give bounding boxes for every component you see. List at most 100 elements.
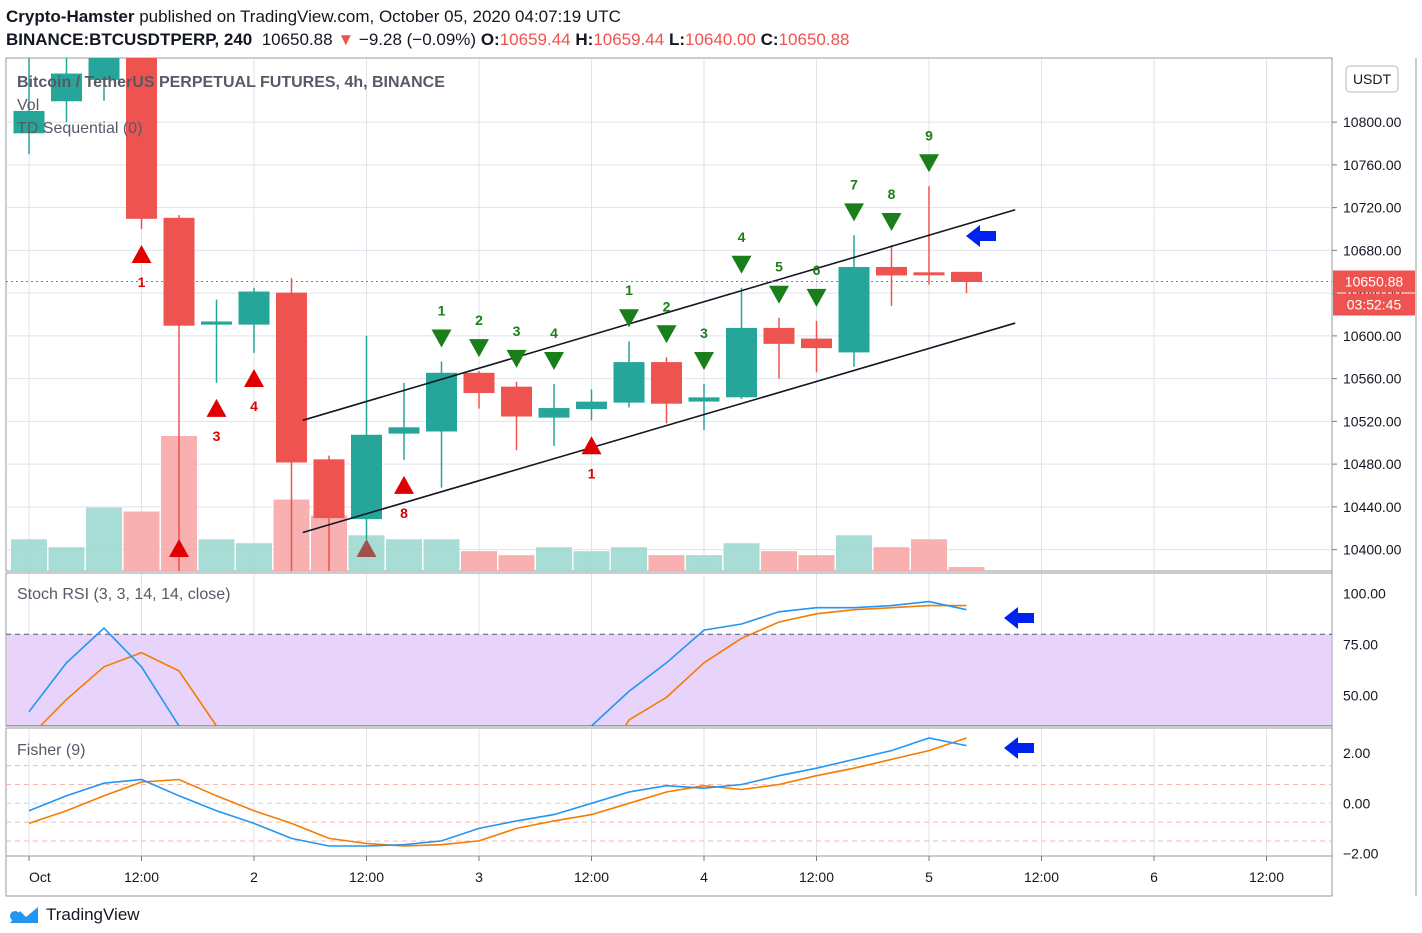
time-axis-label: 12:00 <box>799 869 834 885</box>
candle-body-down <box>163 217 195 326</box>
td-count-label: 8 <box>400 505 408 521</box>
candle-body-up <box>13 110 45 134</box>
candle-body-down <box>876 266 907 276</box>
td-count-label: 1 <box>438 303 446 319</box>
td-count-label: 7 <box>850 176 858 192</box>
symbol-label[interactable]: BINANCE:BTCUSDTPERP, 240 <box>6 30 253 49</box>
candle-body-up <box>576 401 607 410</box>
last-price-value: 10650.88 <box>1345 273 1404 289</box>
high-value: 10659.44 <box>593 30 665 49</box>
down-triangle-icon: ▼ <box>337 30 355 49</box>
legend-item: Vol <box>17 97 39 114</box>
td-count-label: 1 <box>625 282 633 298</box>
stoch-rsi-axis-label: 75.00 <box>1343 636 1378 652</box>
td-buy-triangle-icon <box>244 368 264 387</box>
td-sell-triangle-icon <box>544 351 564 370</box>
volume-bar <box>836 535 872 571</box>
stoch-annotation-arrow-icon <box>1004 607 1034 629</box>
td-count-label: 4 <box>250 398 258 414</box>
candle-body-up <box>238 291 270 325</box>
volume-bar <box>11 539 47 571</box>
close-label: C: <box>760 30 779 49</box>
currency-label: USDT <box>1353 71 1392 87</box>
volume-bar <box>611 547 647 571</box>
main-pane <box>5 57 1333 572</box>
price-axis-label: 10480.00 <box>1343 456 1402 472</box>
volume-bar <box>198 539 235 571</box>
volume-bar <box>386 539 422 571</box>
volume-bar <box>498 555 535 571</box>
high-label: H: <box>575 30 594 49</box>
fisher-axis-label: −2.00 <box>1343 845 1379 861</box>
time-axis-label: 2 <box>250 869 258 885</box>
price-axis-label: 10680.00 <box>1343 242 1402 258</box>
candle-body-up <box>201 321 232 325</box>
stoch-rsi-k-line <box>28 600 967 726</box>
td-count-label: 6 <box>813 262 821 278</box>
volume-bar <box>798 555 835 571</box>
chart-canvas[interactable]: 10400.00 10440.00 10480.00 10520.00 10560.00… <box>0 0 1422 900</box>
fisher-trigger-line <box>28 737 967 847</box>
last-price-badge <box>1333 270 1415 293</box>
td-count-label: 8 <box>888 186 896 202</box>
td-sell-triangle-icon <box>431 329 452 348</box>
open-value: 10659.44 <box>499 30 571 49</box>
ohlc-line: BINANCE:BTCUSDTPERP, 240 10650.88 ▼ −9.2… <box>6 28 850 51</box>
channel-upper-line <box>302 208 1016 422</box>
td-sell-triangle-icon <box>769 285 789 304</box>
brand-name[interactable]: TradingView <box>46 905 140 924</box>
main-title: Bitcoin / TetherUS PERPETUAL FUTURES, 4h… <box>17 74 445 91</box>
volume-bar <box>873 547 910 571</box>
price-axis-label: 10520.00 <box>1343 413 1402 429</box>
countdown-badge <box>1333 293 1415 316</box>
stoch-rsi-band <box>7 634 1331 726</box>
td-count-label: 9 <box>925 127 933 143</box>
price-axis-label: 10600.00 <box>1343 328 1402 344</box>
price-axis-label: 10560.00 <box>1343 371 1402 387</box>
time-axis-label: Oct <box>29 869 51 885</box>
currency-button <box>1345 65 1399 93</box>
time-axis-label: 12:00 <box>1249 869 1284 885</box>
volume-bar <box>911 539 947 571</box>
footer: TradingView <box>8 905 140 925</box>
td-count-label: 4 <box>738 229 746 245</box>
volume-bar <box>536 547 572 571</box>
time-axis-label: 12:00 <box>124 869 159 885</box>
td-count-label: 3 <box>513 323 521 339</box>
stoch-rsi-axis-label: 50.00 <box>1343 687 1378 703</box>
td-sell-triangle-icon <box>469 339 489 358</box>
td-buy-triangle-icon <box>131 245 152 263</box>
td-buy-triangle-icon <box>169 539 189 557</box>
price-axis-label: 10440.00 <box>1343 499 1402 515</box>
time-axis-label: 4 <box>700 869 708 885</box>
stoch-rsi-axis-label: 100.00 <box>1343 585 1386 601</box>
price-axis-label: 10720.00 <box>1343 200 1402 216</box>
volume-bar <box>461 551 497 571</box>
price-axis-label: 10800.00 <box>1343 114 1402 130</box>
volume-bar <box>423 539 460 571</box>
time-axis-label: 12:00 <box>349 869 384 885</box>
candle-body-up <box>838 266 870 353</box>
td-sell-triangle-icon <box>619 309 639 328</box>
candle-body-down <box>763 327 795 344</box>
time-axis <box>5 855 1333 897</box>
stoch-rsi-plot <box>6 600 1332 726</box>
fisher-axis-label: 0.00 <box>1343 795 1370 811</box>
author-name[interactable]: Crypto-Hamster <box>6 7 135 26</box>
publish-line: Crypto-Hamster published on TradingView.… <box>6 5 850 28</box>
volume-bar <box>123 511 160 571</box>
td-count-label: 1 <box>138 274 146 290</box>
td-buy-triangle-icon <box>581 436 602 455</box>
volume-bar <box>761 551 797 571</box>
candle-body-up <box>726 327 757 398</box>
volume-bar <box>48 547 85 571</box>
candle-body-down <box>913 272 945 276</box>
candle-body-down <box>501 386 532 417</box>
volume-bar <box>686 555 722 571</box>
time-axis-label: 12:00 <box>574 869 609 885</box>
candle-body-down <box>313 459 345 519</box>
legend-item: TD Sequential (0) <box>17 120 142 137</box>
chart-header: Crypto-Hamster published on TradingView.… <box>6 5 850 51</box>
volume-bar <box>573 551 610 571</box>
countdown-value: 03:52:45 <box>1347 296 1402 312</box>
